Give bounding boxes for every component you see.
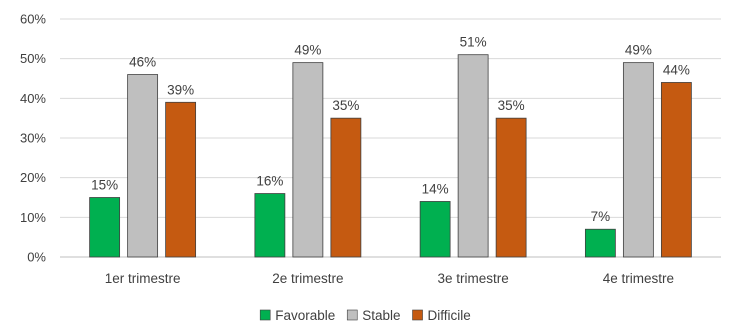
legend-swatch-favorable <box>259 309 271 321</box>
data-label-difficile: 39% <box>167 82 194 97</box>
data-label-difficile: 44% <box>663 62 690 77</box>
gridlines <box>60 18 721 258</box>
y-tick-label: 20% <box>20 170 46 185</box>
bar-favorable <box>254 193 286 258</box>
data-label-favorable: 14% <box>422 181 449 196</box>
data-label-stable: 49% <box>625 43 652 58</box>
bar-favorable <box>419 201 451 258</box>
bar-difficile <box>330 117 362 258</box>
data-label-stable: 49% <box>294 43 321 58</box>
data-label-favorable: 15% <box>91 178 118 193</box>
legend-label-favorable: Favorable <box>275 308 335 323</box>
y-tick-label: 10% <box>20 210 46 225</box>
data-label-favorable: 16% <box>256 174 283 189</box>
data-label-difficile: 35% <box>332 98 359 113</box>
category-label: 2e trimestre <box>272 271 343 286</box>
bar-stable <box>127 74 159 258</box>
y-tick-label: 40% <box>20 91 46 106</box>
bar-difficile <box>165 101 197 258</box>
bar-stable <box>622 62 654 258</box>
bar-stable <box>457 54 489 258</box>
bar-favorable <box>89 197 121 258</box>
category-label: 3e trimestre <box>437 271 508 286</box>
bar-difficile <box>495 117 527 258</box>
bar-favorable <box>584 228 616 258</box>
x-axis-category-labels: 1er trimestre 2e trimestre 3e trimestre 4e … <box>105 271 674 286</box>
data-label-difficile: 35% <box>498 98 525 113</box>
data-label-stable: 51% <box>460 35 487 50</box>
category-label: 1er trimestre <box>105 271 181 286</box>
bars <box>89 54 692 258</box>
legend-swatch-stable <box>346 309 358 321</box>
bar-difficile <box>660 82 692 258</box>
data-label-stable: 46% <box>129 55 156 70</box>
y-tick-label: 50% <box>20 51 46 66</box>
legend: Favorable Stable Difficile <box>259 308 471 323</box>
y-tick-label: 30% <box>20 131 46 146</box>
data-label-favorable: 7% <box>591 209 611 224</box>
legend-label-stable: Stable <box>362 308 400 323</box>
y-tick-label: 60% <box>20 12 46 27</box>
bar-stable <box>292 62 324 258</box>
y-tick-label: 0% <box>27 250 46 265</box>
y-axis-tick-labels: 0% 10% 20% 30% 40% 50% 60% <box>20 12 46 265</box>
legend-label-difficile: Difficile <box>428 308 471 323</box>
data-labels: 15% 46% 39% 16% 49% 35% 14% 51% 35% 7% 49% 44% <box>91 35 690 225</box>
legend-swatch-difficile <box>412 309 423 321</box>
category-label: 4e trimestre <box>603 271 674 286</box>
